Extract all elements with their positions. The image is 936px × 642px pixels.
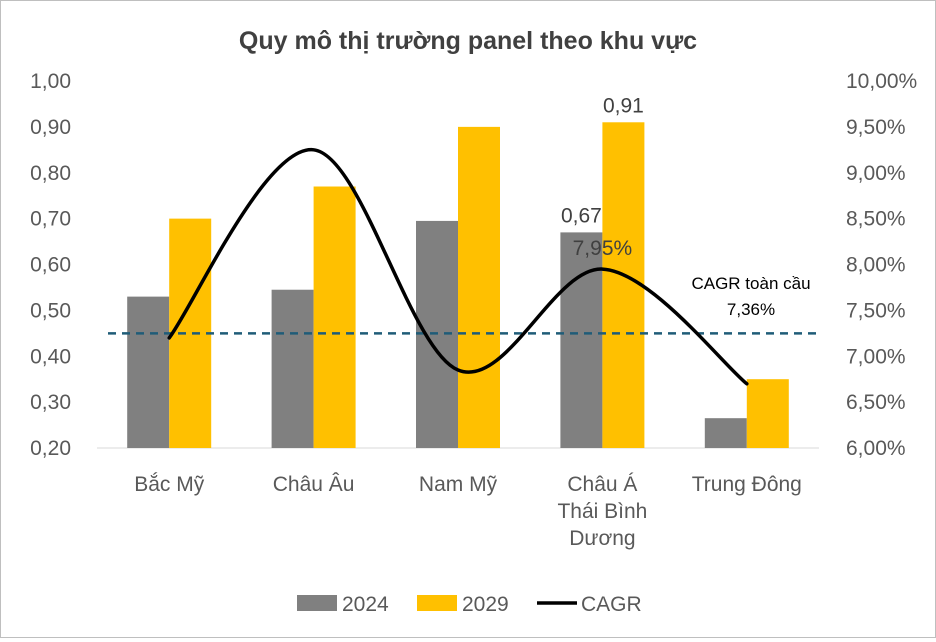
legend-label: 2029 [462, 593, 509, 616]
bar-2024 [127, 296, 170, 448]
left-tick-label: 1,00 [30, 70, 71, 93]
left-axis-ticks: 1,00 0,90 0,80 0,70 0,60 0,50 0,40 0,30 0,20 [30, 70, 71, 460]
right-tick-label: 7,00% [846, 345, 906, 368]
bar-2029 [602, 122, 645, 448]
left-tick-label: 0,50 [30, 299, 71, 322]
left-tick-label: 0,20 [30, 437, 71, 460]
cagr-line-group [167, 148, 749, 386]
legend: 2024 2029 CAGR [297, 593, 642, 616]
right-tick-label: 6,00% [846, 437, 906, 460]
right-tick-label: 8,00% [846, 254, 906, 277]
legend-label: CAGR [581, 593, 642, 616]
right-tick-label: 6,50% [846, 391, 906, 414]
left-tick-label: 0,90 [30, 116, 71, 139]
data-labels: 0,67 0,91 7,95% [561, 94, 644, 260]
data-label: 0,67 [561, 204, 602, 227]
category-label: Bắc Mỹ [134, 473, 205, 496]
left-tick-label: 0,80 [30, 162, 71, 185]
reference-line-label: CAGR toàn cầu [691, 274, 810, 293]
bar-2024 [704, 418, 747, 448]
category-label: Châu Âu [273, 473, 355, 496]
legend-label: 2024 [342, 593, 389, 616]
data-label: 0,91 [603, 94, 644, 117]
bar-2029 [746, 379, 789, 448]
category-label: Châu Á [567, 473, 637, 496]
category-label: Nam Mỹ [419, 473, 498, 496]
right-axis-ticks: 10,00% 9,50% 9,00% 8,50% 8,00% 7,50% 7,00% 6,50… [846, 70, 917, 460]
left-tick-label: 0,40 [30, 345, 71, 368]
category-label: Thái Bình [557, 500, 647, 523]
category-labels: Bắc Mỹ Châu Âu Nam Mỹ Châu Á Thái Bình Dương T… [134, 473, 802, 550]
bars [127, 122, 789, 448]
right-tick-label: 7,50% [846, 299, 906, 322]
right-tick-label: 8,50% [846, 208, 906, 231]
bar-2024 [560, 232, 603, 448]
left-tick-label: 0,70 [30, 208, 71, 231]
category-label: Dương [569, 527, 635, 550]
bar-2029 [169, 218, 212, 448]
cagr-line [167, 148, 749, 386]
chart-title: Quy mô thị trường panel theo khu vực [239, 27, 697, 55]
right-tick-label: 9,50% [846, 116, 906, 139]
left-tick-label: 0,60 [30, 254, 71, 277]
right-tick-label: 9,00% [846, 162, 906, 185]
right-tick-label: 10,00% [846, 70, 917, 93]
category-label: Trung Đông [692, 473, 802, 496]
left-tick-label: 0,30 [30, 391, 71, 414]
reference-line-label: 7,36% [727, 300, 775, 319]
legend-swatch-2029 [417, 595, 457, 611]
bar-2029 [458, 126, 500, 448]
data-label: 7,95% [573, 237, 633, 260]
bar-2029 [313, 186, 356, 448]
legend-swatch-2024 [297, 595, 337, 611]
bar-2024 [271, 289, 314, 448]
